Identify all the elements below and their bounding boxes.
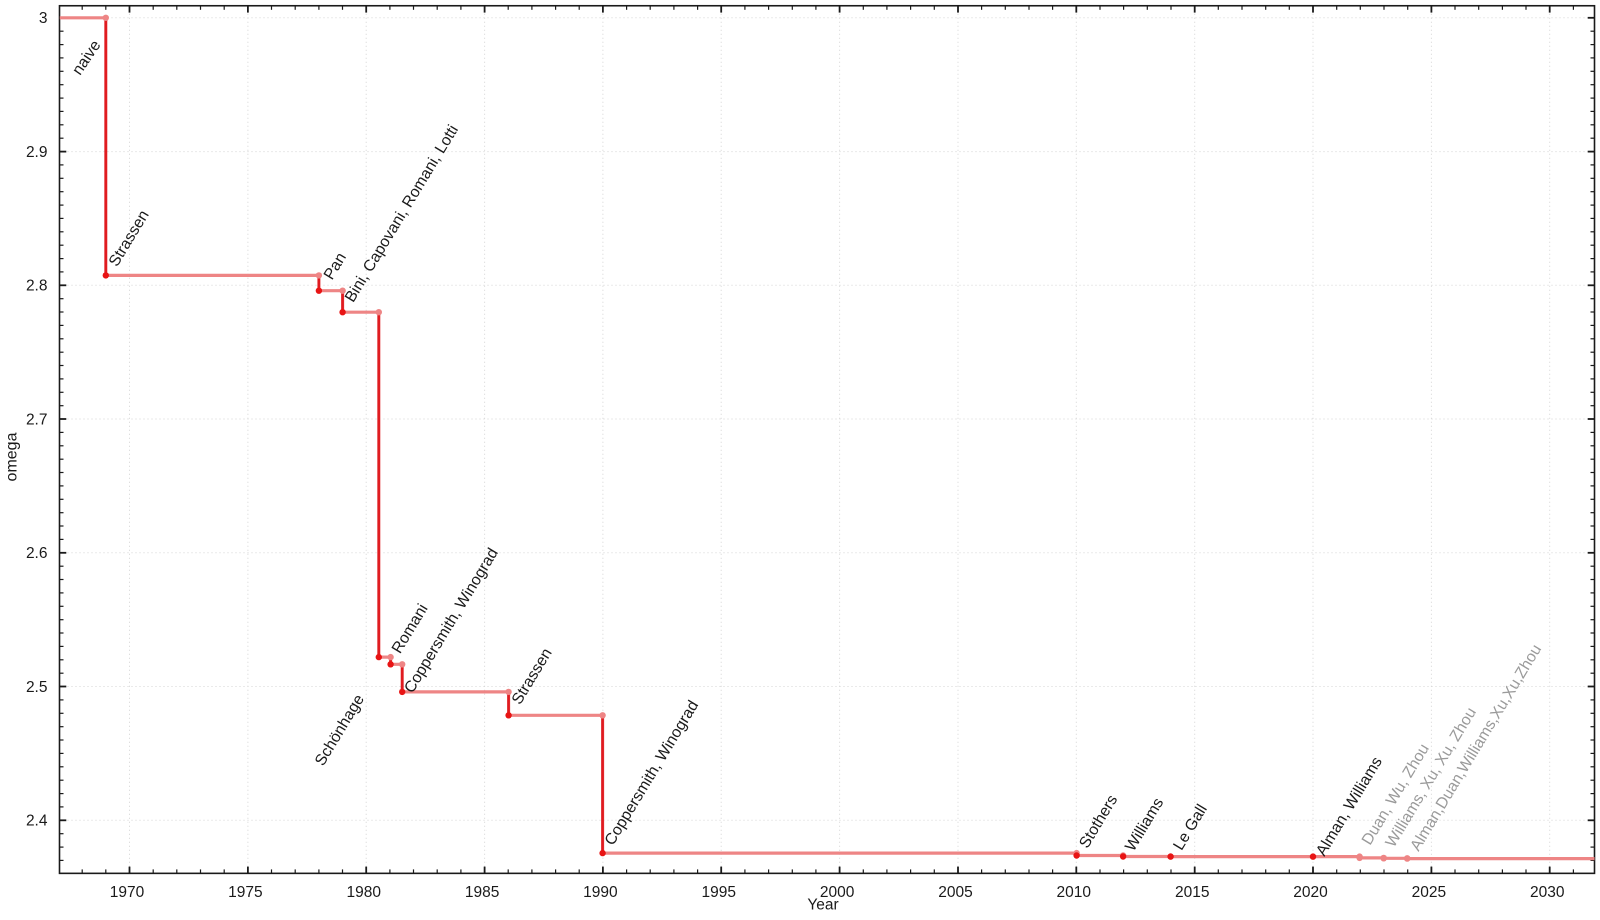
svg-text:2.4: 2.4 (26, 813, 48, 830)
svg-text:1975: 1975 (228, 884, 262, 901)
svg-text:1990: 1990 (583, 884, 618, 901)
svg-text:3: 3 (39, 10, 48, 27)
svg-text:2015: 2015 (1175, 884, 1209, 901)
svg-text:2030: 2030 (1530, 884, 1565, 901)
svg-text:2020: 2020 (1293, 884, 1328, 901)
svg-text:2010: 2010 (1057, 884, 1092, 901)
svg-text:2.8: 2.8 (26, 278, 48, 295)
svg-text:2005: 2005 (938, 884, 972, 901)
svg-text:1970: 1970 (110, 884, 145, 901)
svg-text:2.7: 2.7 (26, 411, 48, 428)
svg-text:2.9: 2.9 (26, 144, 48, 161)
svg-text:2025: 2025 (1412, 884, 1446, 901)
svg-text:1980: 1980 (346, 884, 381, 901)
svg-text:omega: omega (4, 432, 21, 481)
svg-text:2000: 2000 (820, 884, 855, 901)
svg-text:2.5: 2.5 (26, 679, 48, 696)
svg-text:1985: 1985 (465, 884, 499, 901)
svg-text:Year: Year (807, 897, 838, 914)
svg-text:1995: 1995 (702, 884, 736, 901)
svg-text:2.6: 2.6 (26, 545, 48, 562)
